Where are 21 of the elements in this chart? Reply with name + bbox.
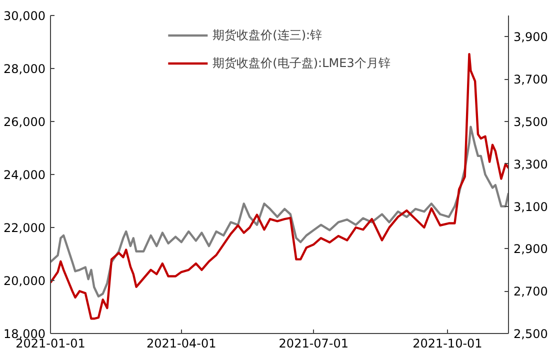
y-tick-label: 28,000 — [4, 62, 46, 76]
y-tick-label: 24,000 — [4, 168, 46, 182]
y-tick-label: 22,000 — [4, 221, 46, 235]
y-tick-label: 20,000 — [4, 274, 46, 288]
x-tick-label: 2021-07-01 — [278, 336, 349, 350]
x-tick-label: 2021-10-01 — [412, 336, 482, 350]
legend-label: 期货收盘价(连三):锌 — [212, 26, 322, 44]
legend-label: 期货收盘价(电子盘):LME3个月锌 — [212, 54, 390, 72]
line-series — [50, 126, 508, 298]
y2-tick-label: 2,700 — [514, 284, 548, 299]
y2-tick-label: 3,300 — [514, 157, 548, 172]
y2-tick-label: 2,900 — [514, 242, 548, 256]
y-tick-label: 30,000 — [4, 9, 46, 23]
x-tick-label: 2021-04-01 — [146, 336, 216, 350]
y2-tick-label: 3,100 — [514, 200, 548, 214]
y2-tick-label: 3,500 — [514, 115, 548, 129]
y2-tick-label: 3,900 — [514, 30, 548, 44]
y2-tick-label: 2,500 — [514, 327, 548, 341]
line-series — [50, 52, 508, 320]
y2-tick-label: 3,700 — [514, 72, 548, 87]
y-tick-label: 26,000 — [4, 115, 46, 129]
